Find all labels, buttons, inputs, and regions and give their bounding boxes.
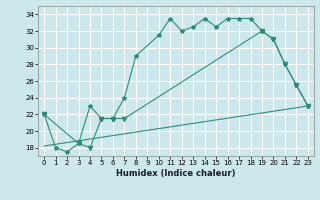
X-axis label: Humidex (Indice chaleur): Humidex (Indice chaleur) xyxy=(116,169,236,178)
